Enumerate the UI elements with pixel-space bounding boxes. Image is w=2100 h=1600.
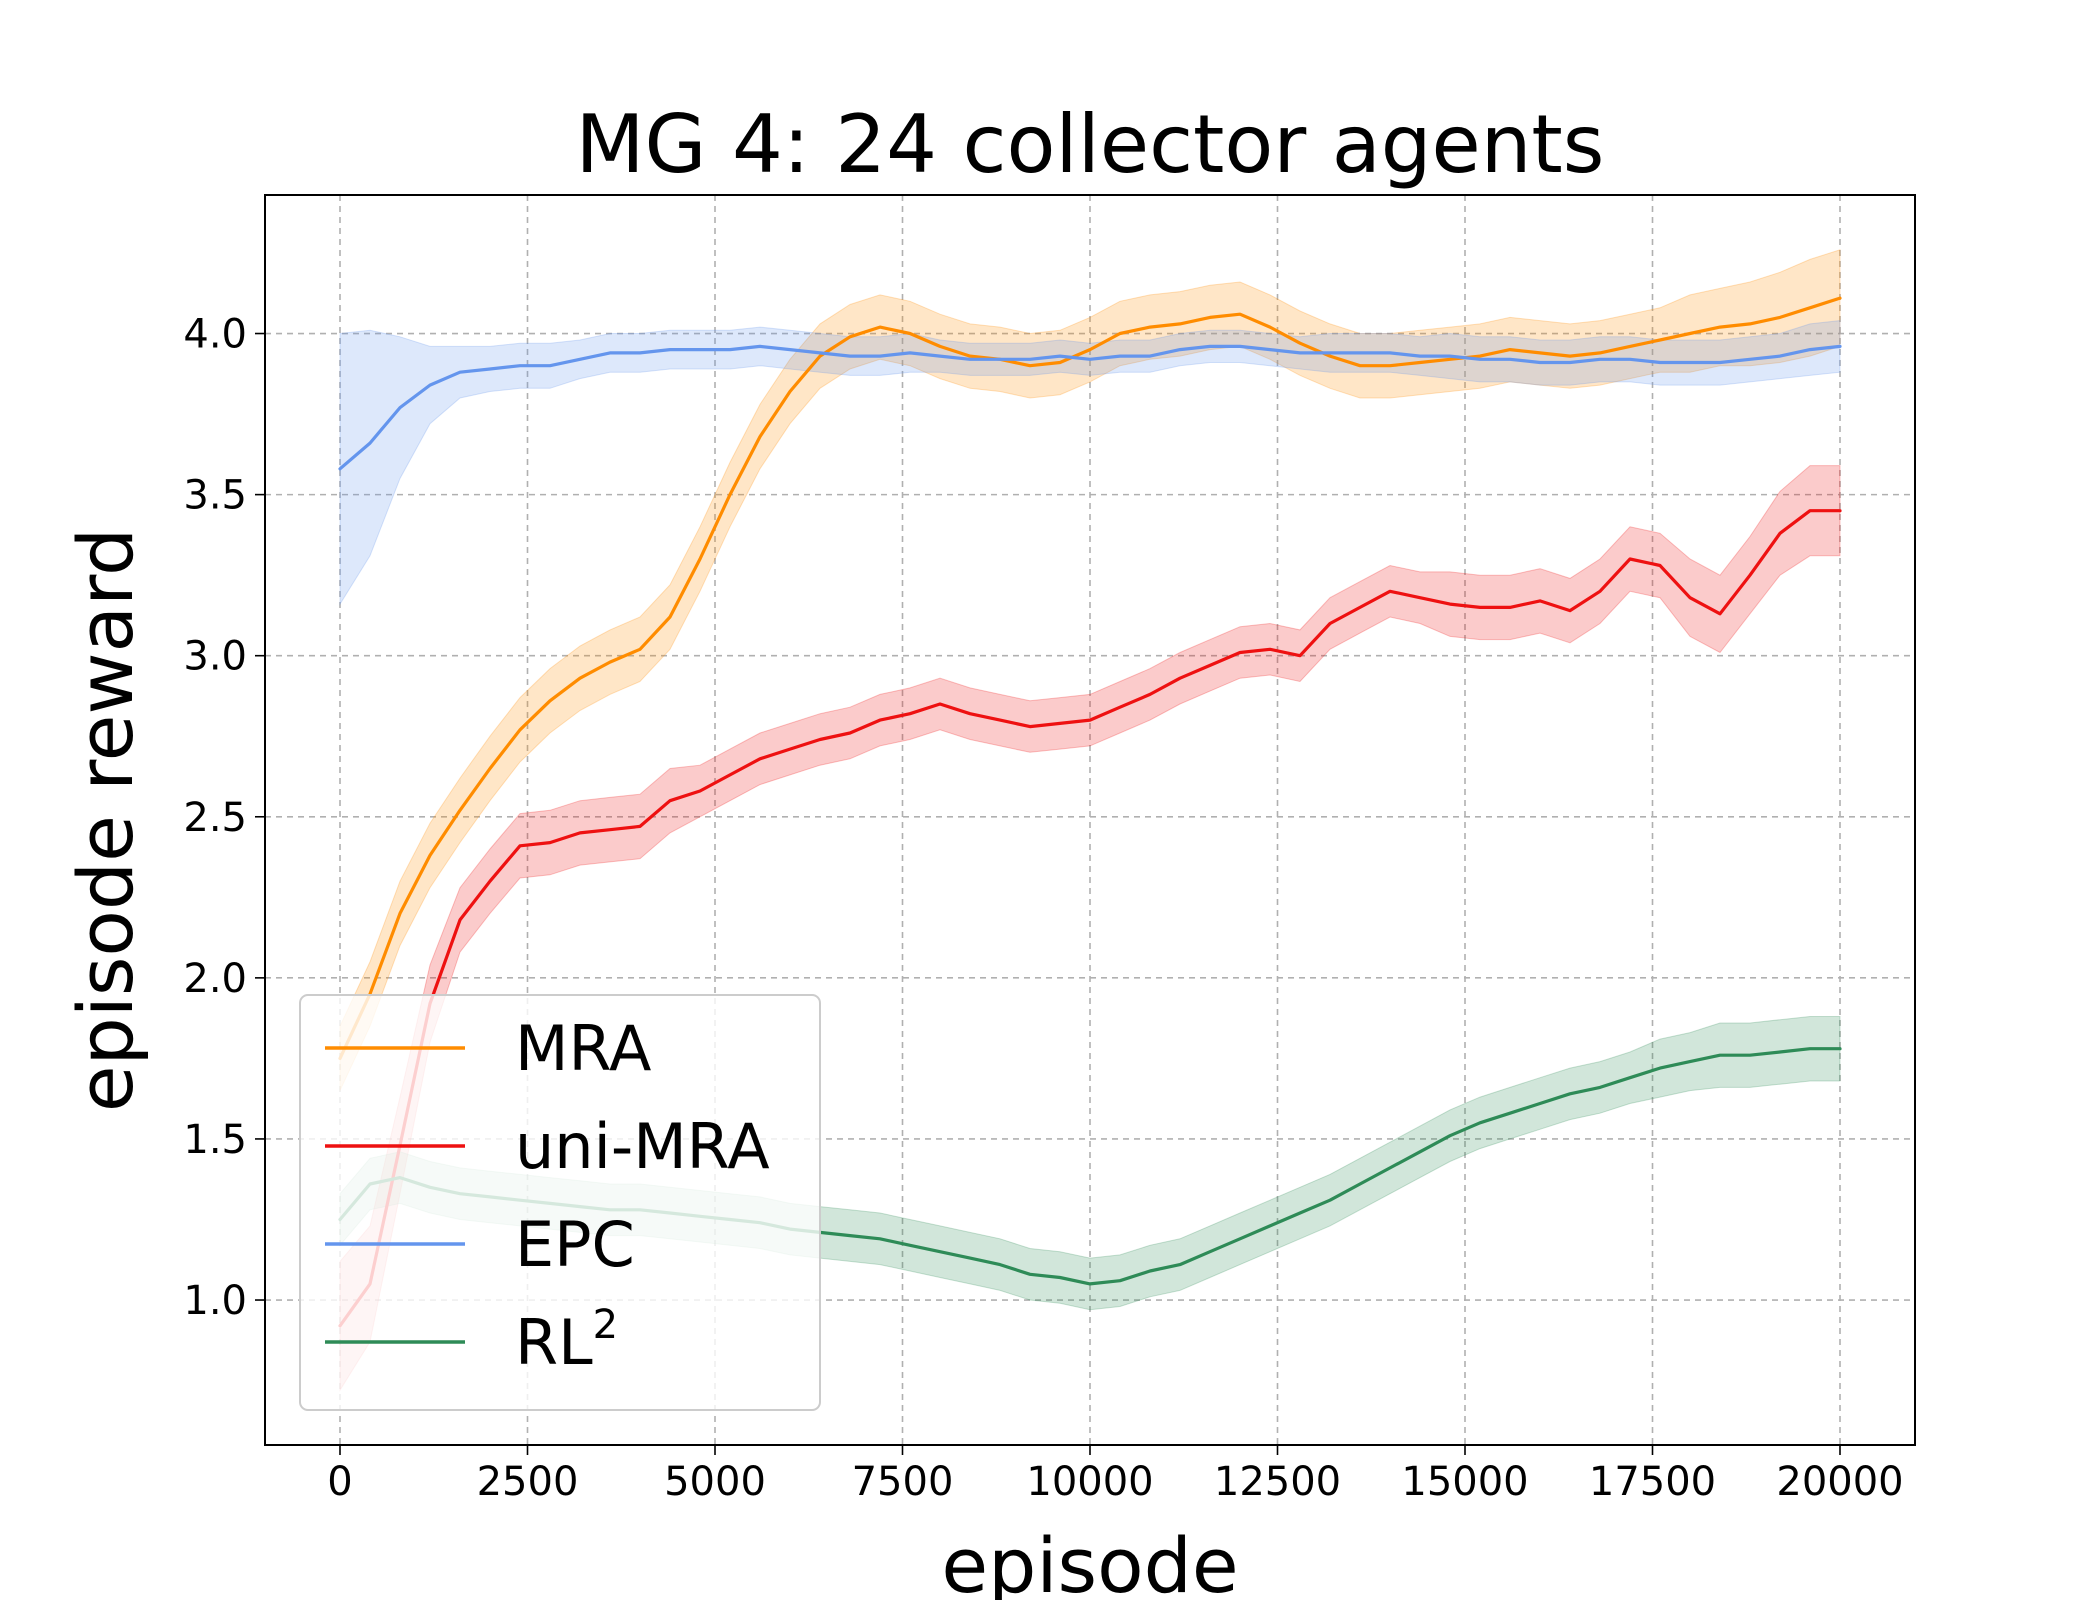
x-tick-label: 2500 [477,1459,579,1505]
legend-box [299,994,821,1411]
x-tick-label: 20000 [1776,1459,1903,1505]
legend-label-uni-mra: uni-MRA [515,1110,770,1183]
series-line-epc [338,344,1842,471]
y-tick-label: 3.0 [183,634,247,680]
x-tick-label: 0 [327,1459,352,1505]
x-tick-label: 10000 [1026,1459,1153,1505]
x-axis: 0 2500 5000 7500 10000 12500 15000 17500 20000 [327,1445,1904,1505]
y-tick-label: 2.5 [183,795,247,841]
x-tick-label: 17500 [1589,1459,1716,1505]
legend: MRA uni-MRA EPC RL2 [299,994,821,1411]
y-tick-label: 4.0 [183,312,247,358]
y-tick-label: 1.5 [183,1117,247,1163]
y-tick-label: 2.0 [183,956,247,1002]
y-axis-label: episode reward [61,528,150,1113]
band-uni-mra [339,465,1841,1392]
x-tick-label: 7500 [852,1459,954,1505]
y-tick-label: 3.5 [183,473,247,519]
series-line-uni-mra [338,509,1842,1328]
legend-label-mra: MRA [515,1012,651,1085]
chart-title: MG 4: 24 collector agents [576,98,1605,191]
y-axis: 1.0 1.5 2.0 2.5 3.0 3.5 4.0 [183,312,265,1324]
x-tick-label: 15000 [1401,1459,1528,1505]
x-axis-label: episode [941,1521,1238,1600]
x-tick-label: 5000 [664,1459,766,1505]
x-tick-label: 12500 [1214,1459,1341,1505]
legend-label-epc: EPC [515,1208,635,1281]
legend-label-rl2: RL2 [515,1302,618,1379]
y-tick-label: 1.0 [183,1278,247,1324]
series-line-mra [338,296,1842,1061]
